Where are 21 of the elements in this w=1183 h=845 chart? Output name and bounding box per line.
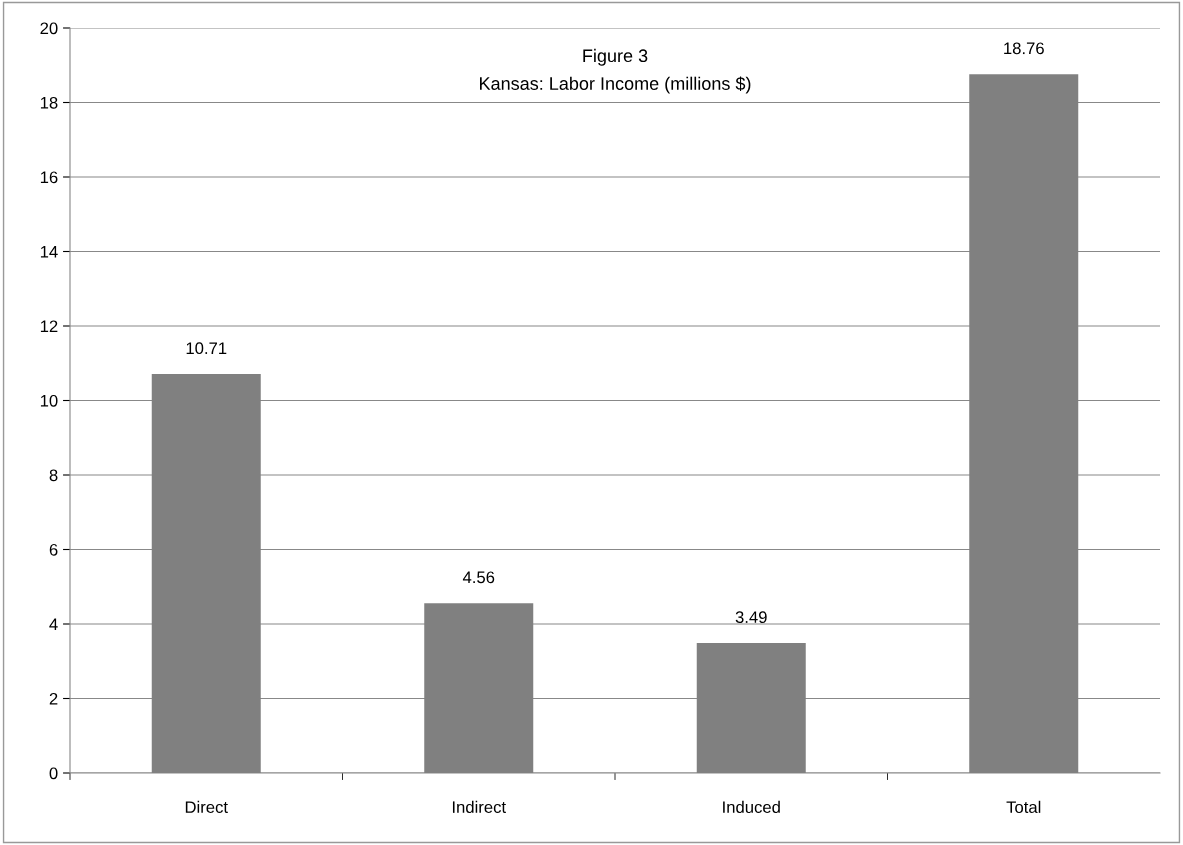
data-label: 3.49 <box>735 611 767 624</box>
x-tick-label: Total <box>1006 800 1041 814</box>
data-label: 4.56 <box>462 571 495 584</box>
y-tick-label: 16 <box>40 171 58 184</box>
y-tick-label: 12 <box>40 320 58 333</box>
y-tick-label: 0 <box>49 767 58 780</box>
x-tick-label: Induced <box>723 800 780 814</box>
y-tick-label: 6 <box>49 543 58 556</box>
data-label: 10.71 <box>186 342 227 355</box>
text: Kansas: Labor Income (millions $) <box>480 76 751 94</box>
y-tick-label: 18 <box>40 96 58 109</box>
y-tick-label: 14 <box>40 246 58 258</box>
y-tick-label: 2 <box>49 692 58 705</box>
text: Figure 3 <box>583 48 648 66</box>
y-tick-label: 10 <box>40 394 58 407</box>
y-tick-label: 20 <box>40 22 58 35</box>
data-label: 18.76 <box>1004 42 1044 55</box>
y-tick-label: 8 <box>49 469 58 482</box>
x-tick-label: Direct <box>185 800 228 814</box>
x-tick-label: Indirect <box>452 800 506 814</box>
y-tick-label: 4 <box>49 618 58 631</box>
